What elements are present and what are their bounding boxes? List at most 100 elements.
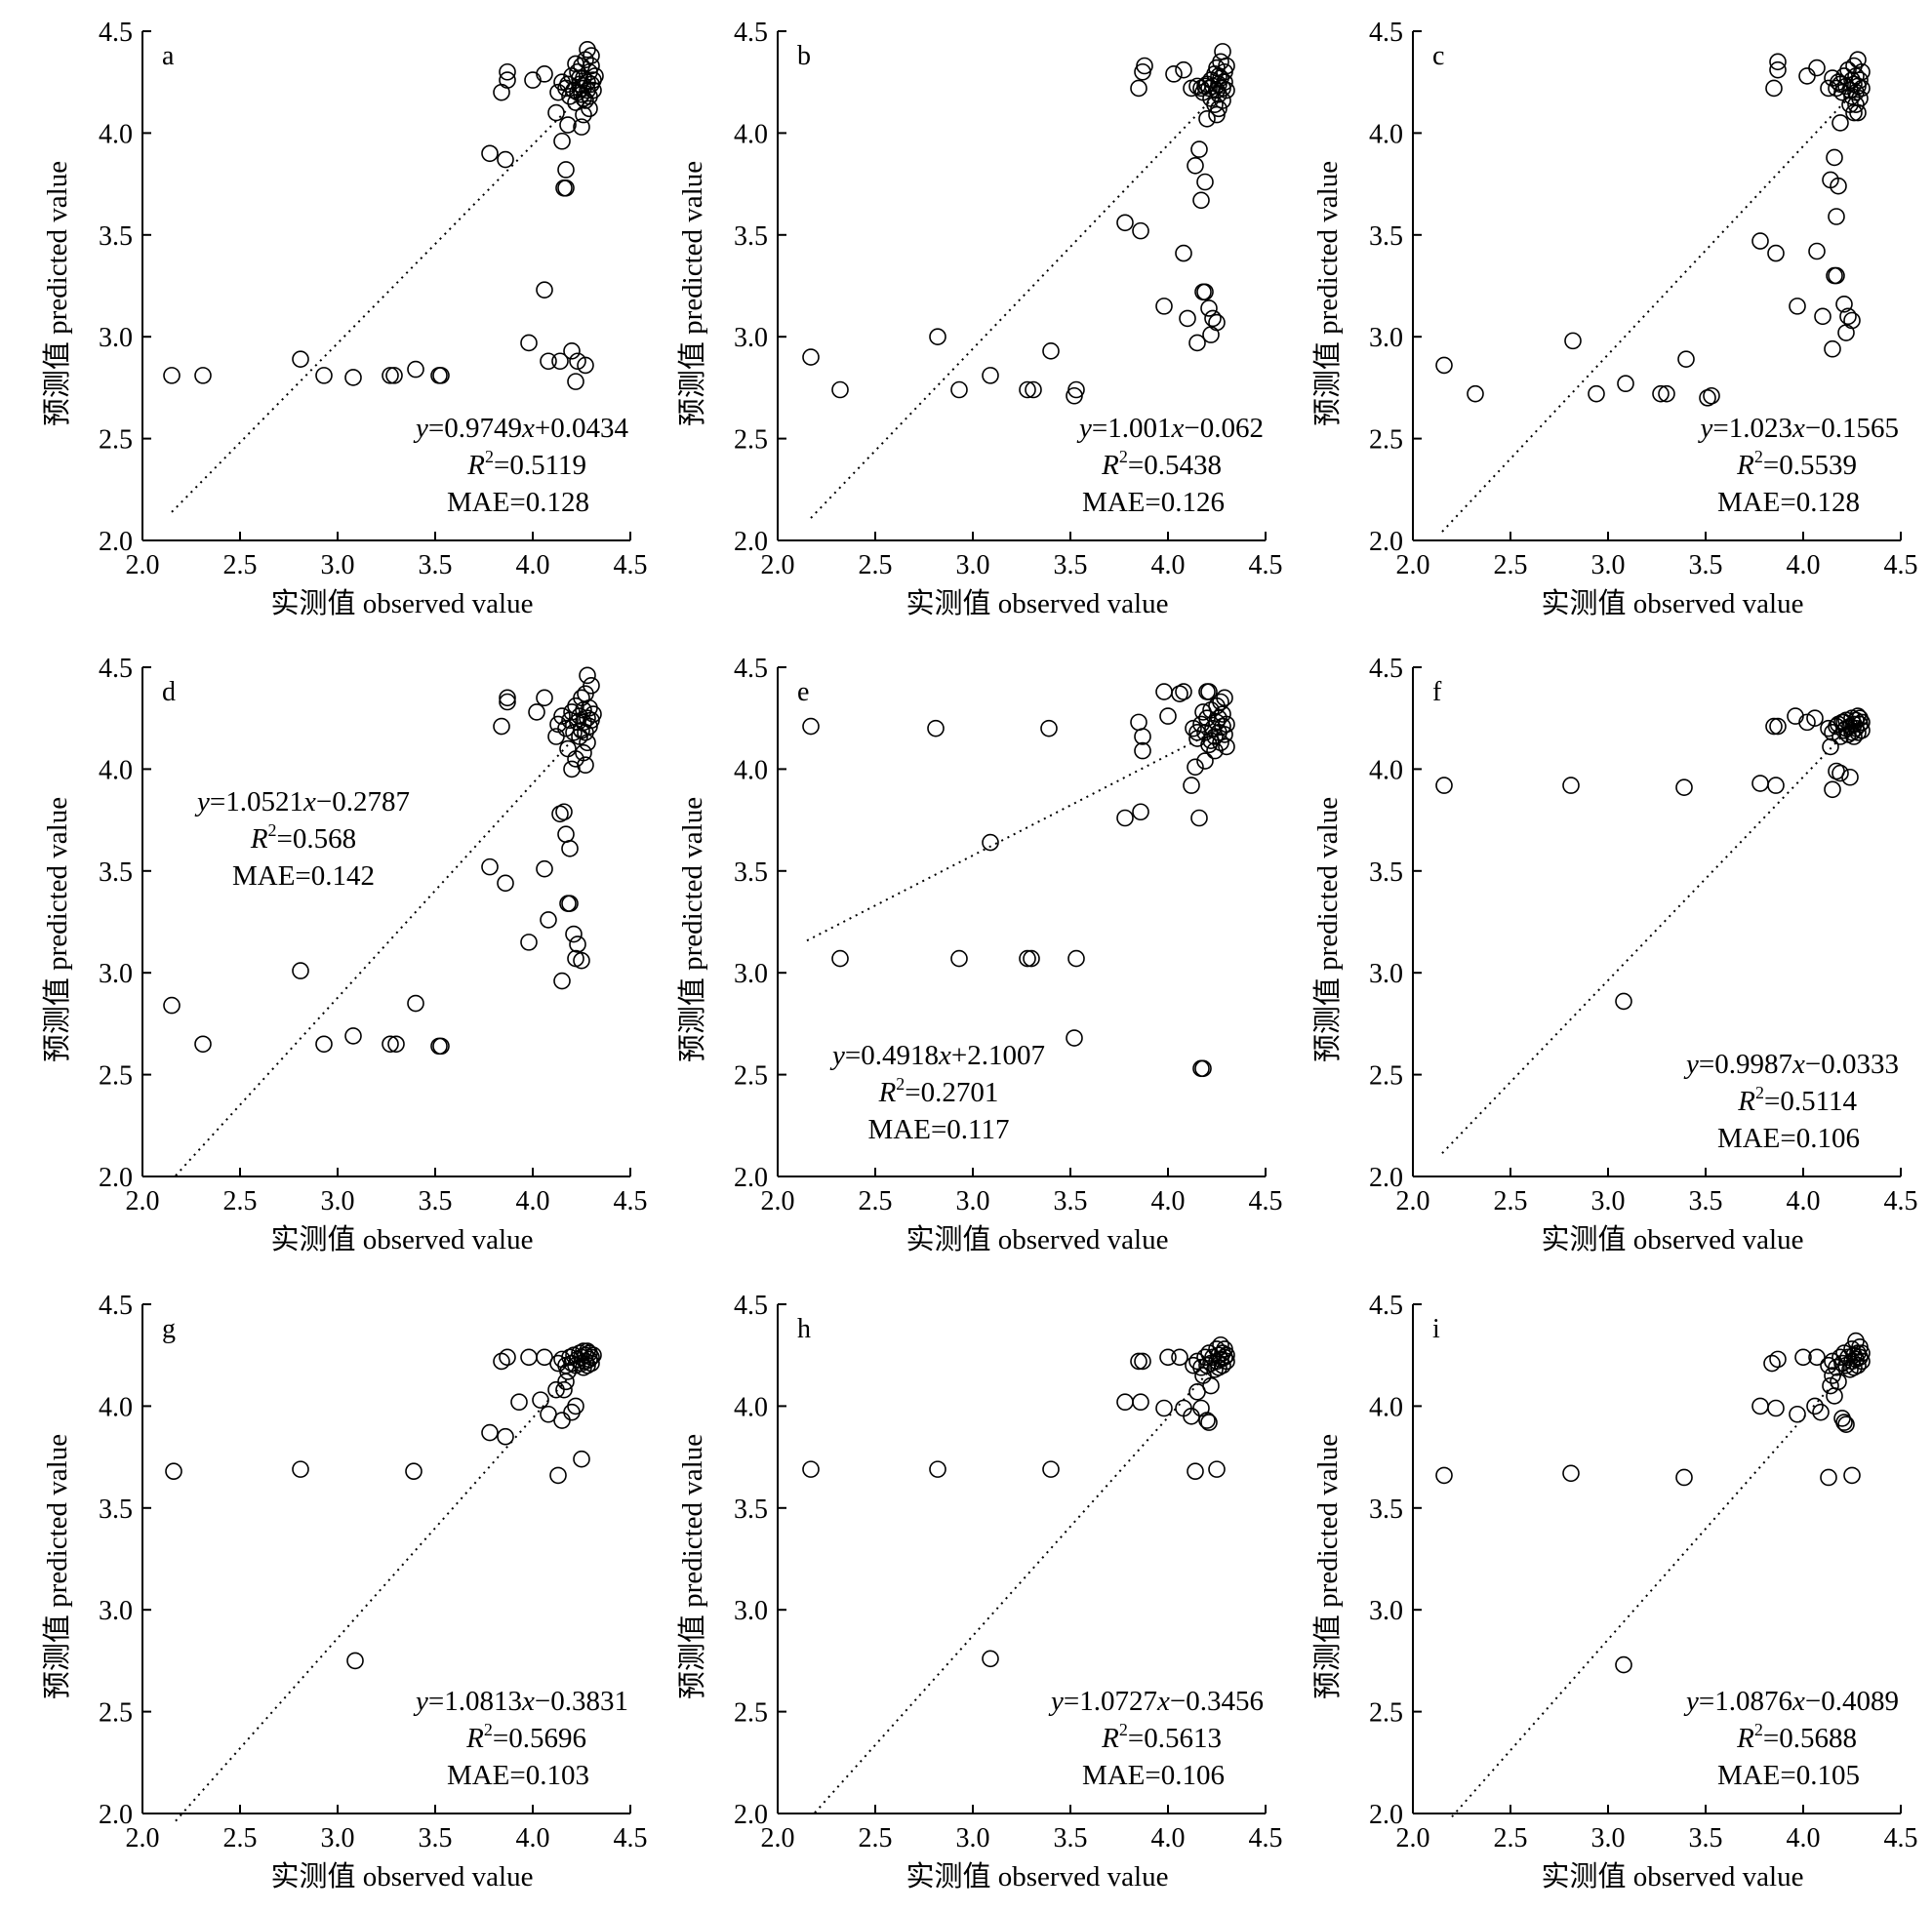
data-point: [1204, 309, 1222, 328]
data-point: [1798, 67, 1816, 85]
data-point: [567, 750, 584, 768]
data-point: [950, 380, 968, 399]
y-tick-label: 2.0: [734, 527, 768, 557]
data-point: [1212, 693, 1229, 711]
mae-label: MAE=0.106: [1082, 1760, 1225, 1791]
data-point: [432, 1037, 450, 1056]
data-point: [163, 996, 181, 1015]
data-point: [551, 805, 569, 823]
x-axis-label: 实测值 observed value: [271, 587, 534, 619]
y-tick-label: 3.5: [734, 857, 768, 888]
r-squared: R2=0.5688: [1736, 1720, 1857, 1754]
x-tick-label: 2.0: [126, 1823, 160, 1853]
data-point: [1794, 1348, 1812, 1367]
data-point: [1820, 1356, 1837, 1375]
x-axis-label: 实测值 observed value: [1542, 587, 1804, 619]
x-tick-label: 4.0: [1787, 1823, 1821, 1853]
y-tick-label: 3.0: [734, 1596, 768, 1626]
data-point: [577, 356, 594, 375]
data-point: [1814, 307, 1831, 326]
data-point: [407, 994, 424, 1013]
panel-letter: e: [797, 677, 809, 707]
data-point: [553, 132, 571, 150]
data-point: [540, 352, 557, 371]
y-axis-label: 预测值 predicted value: [1311, 1434, 1344, 1699]
data-point: [1196, 173, 1214, 191]
data-point: [1826, 1387, 1843, 1405]
data-point: [1183, 777, 1200, 794]
x-axis-label: 实测值 observed value: [271, 1223, 534, 1255]
data-point: [1789, 298, 1806, 315]
data-point: [1202, 732, 1220, 749]
data-point: [1200, 1414, 1218, 1431]
r-squared: R2=0.5613: [1101, 1720, 1222, 1754]
data-point: [1116, 809, 1134, 827]
data-point: [982, 367, 999, 384]
x-tick-label: 2.5: [1494, 1823, 1528, 1853]
y-axis-label: 预测值 predicted value: [1311, 797, 1344, 1062]
y-tick-label: 3.0: [1369, 959, 1403, 989]
x-tick-label: 2.0: [1396, 1186, 1430, 1216]
data-point: [536, 689, 553, 707]
panel-letter: f: [1432, 677, 1442, 707]
y-tick-label: 2.5: [1369, 1698, 1403, 1729]
x-axis-label: 实测值 observed value: [1542, 1860, 1804, 1893]
y-tick-label: 4.0: [1369, 1392, 1403, 1422]
scatter-panel-c: 2.0 2.5 3.0 3.5 4.0 4.5 2.0 2.5 3.0 3.5 4.0 4.5 实测值 …: [1311, 18, 1918, 619]
data-point: [1677, 350, 1695, 368]
x-tick-label: 4.0: [516, 1823, 550, 1853]
data-point: [405, 1462, 423, 1481]
data-point: [497, 150, 514, 169]
data-point: [565, 925, 583, 943]
data-point: [1562, 777, 1580, 794]
x-tick-label: 3.0: [321, 550, 355, 580]
x-tick-label: 3.0: [956, 1186, 990, 1216]
data-point: [499, 689, 516, 707]
mae-label: MAE=0.142: [232, 860, 375, 892]
y-tick-label: 3.0: [734, 323, 768, 353]
x-tick-label: 4.0: [1151, 1186, 1186, 1216]
data-point: [346, 1652, 364, 1670]
data-point: [1751, 232, 1769, 250]
data-point: [1767, 244, 1785, 262]
y-tick-label: 3.5: [1369, 221, 1403, 252]
panel-letter: h: [797, 1314, 811, 1344]
data-point: [929, 328, 946, 346]
x-tick-label: 4.0: [1787, 550, 1821, 580]
data-point: [1841, 768, 1859, 786]
x-tick-label: 2.5: [223, 1186, 258, 1216]
data-point: [1763, 1354, 1781, 1373]
data-point: [1159, 1348, 1177, 1367]
data-point: [540, 911, 557, 929]
x-tick-label: 2.5: [859, 1186, 893, 1216]
data-point: [315, 1035, 333, 1054]
data-point: [1806, 1397, 1824, 1415]
data-point: [528, 703, 545, 721]
data-point: [559, 1363, 577, 1380]
data-point: [499, 693, 516, 711]
data-point: [1562, 1464, 1580, 1483]
x-tick-label: 2.0: [761, 550, 795, 580]
x-axis-label: 实测值 observed value: [906, 587, 1169, 619]
x-tick-label: 2.5: [1494, 550, 1528, 580]
data-point: [1067, 949, 1085, 968]
data-point: [573, 118, 590, 136]
data-point: [1214, 43, 1231, 60]
fit-equation: y=1.0521x−0.2787: [194, 786, 410, 817]
data-point: [315, 367, 333, 384]
data-point: [524, 71, 542, 89]
data-point: [1830, 73, 1847, 91]
data-point: [520, 1348, 538, 1367]
data-point: [163, 367, 181, 384]
data-point: [579, 709, 596, 728]
data-point: [1765, 79, 1783, 98]
data-point: [1067, 380, 1085, 399]
data-point: [1190, 809, 1208, 827]
data-point: [1200, 79, 1218, 98]
data-point: [1194, 1059, 1212, 1078]
y-tick-label: 4.0: [99, 755, 133, 785]
data-point: [1789, 1405, 1806, 1423]
data-point: [1175, 683, 1192, 700]
fit-equation: y=1.001x−0.062: [1076, 413, 1264, 444]
